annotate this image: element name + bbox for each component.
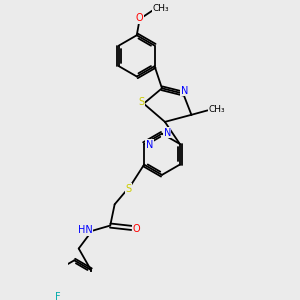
Text: N: N <box>181 85 188 96</box>
Text: S: S <box>138 97 144 107</box>
Text: CH₃: CH₃ <box>153 4 169 13</box>
Text: F: F <box>55 292 61 300</box>
Text: O: O <box>132 224 140 233</box>
Text: O: O <box>136 14 143 23</box>
Text: N: N <box>146 140 153 150</box>
Text: HN: HN <box>78 225 93 235</box>
Text: S: S <box>125 184 132 194</box>
Text: CH₃: CH₃ <box>208 105 225 114</box>
Text: N: N <box>164 128 171 138</box>
